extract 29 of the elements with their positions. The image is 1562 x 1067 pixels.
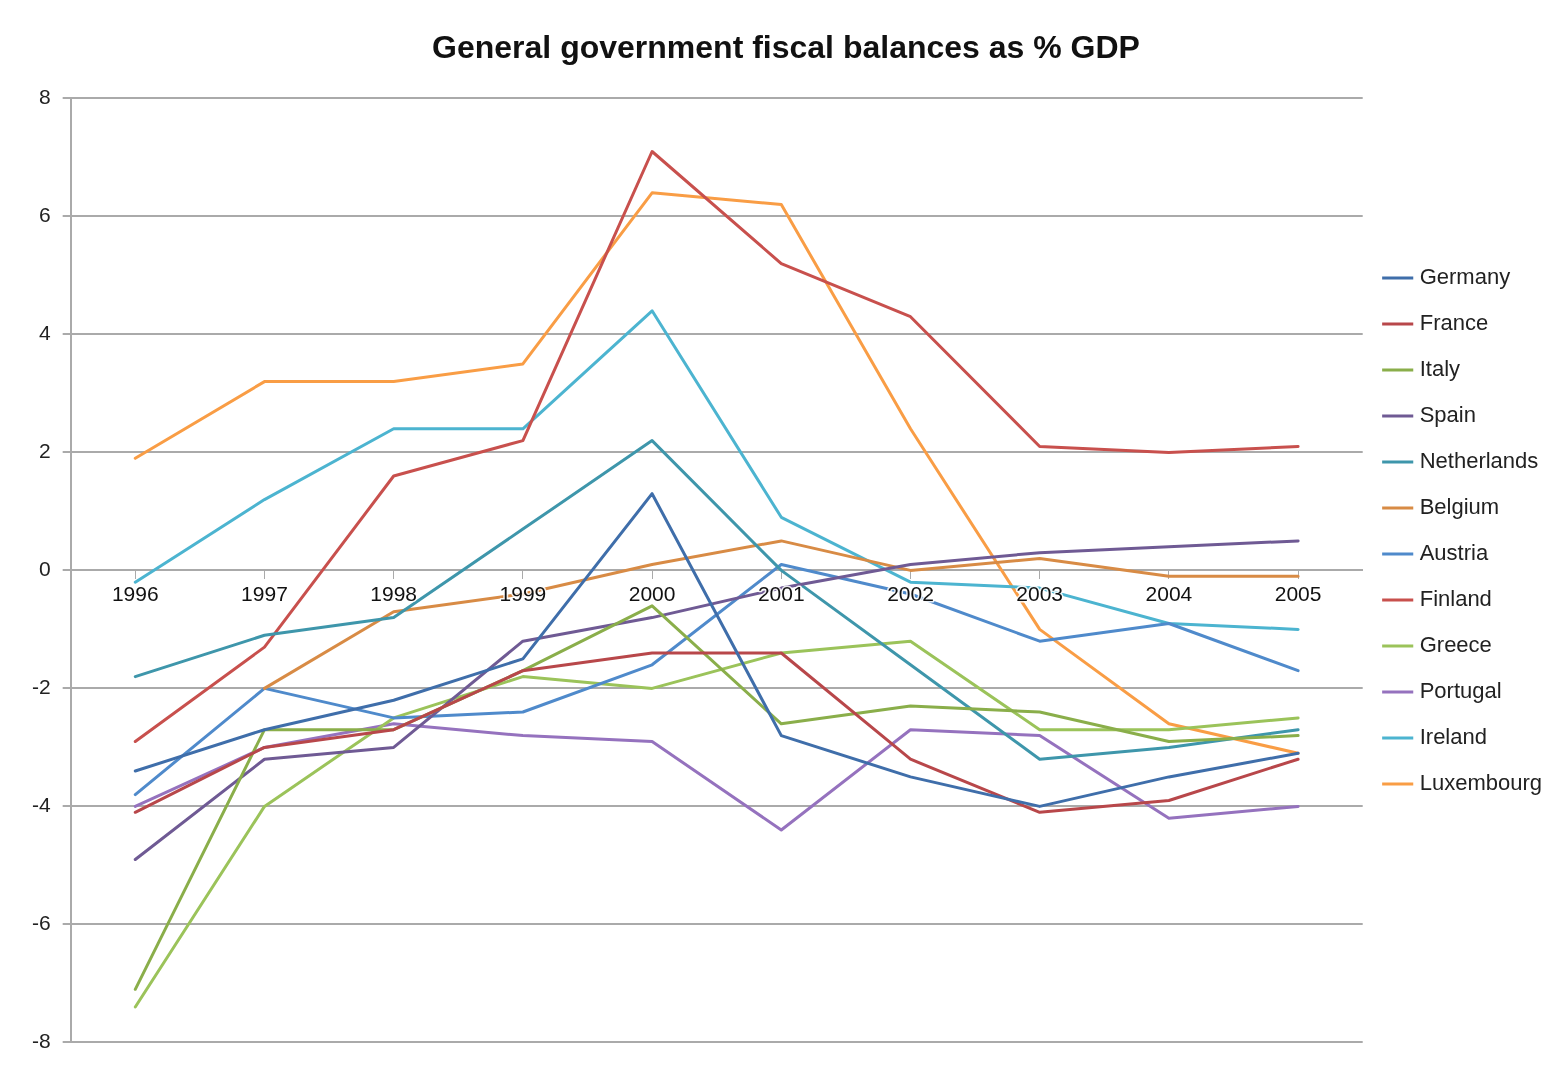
legend-label: Belgium — [1419, 494, 1500, 520]
x-tick-label: 1997 — [241, 581, 288, 605]
y-tick-label: -6 — [31, 911, 51, 935]
legend-label: Germany — [1419, 264, 1511, 290]
y-tick-label: 8 — [38, 85, 51, 109]
legend-label: Finland — [1419, 586, 1492, 612]
legend-label: Italy — [1419, 356, 1461, 382]
legend-label: Greece — [1419, 632, 1492, 658]
x-tick-label: 1998 — [370, 581, 418, 605]
y-tick-label: 4 — [38, 321, 51, 345]
chart-title: General government fiscal balances as % GDP — [432, 29, 1140, 66]
x-tick-label: 2001 — [757, 581, 805, 605]
legend-label: Spain — [1419, 402, 1476, 428]
y-tick-label: -2 — [31, 675, 51, 699]
legend-label: Portugal — [1419, 678, 1502, 704]
legend-label: Luxembourg — [1419, 770, 1543, 796]
y-tick-label: 2 — [38, 439, 51, 463]
legend-label: Netherlands — [1419, 448, 1539, 474]
x-tick-label: 2004 — [1145, 581, 1193, 605]
y-tick-label: -8 — [31, 1029, 51, 1053]
x-tick-label: 1996 — [111, 581, 159, 605]
y-tick-label: 6 — [38, 203, 51, 227]
x-tick-label: 2000 — [628, 581, 676, 605]
legend-label: Austria — [1419, 540, 1489, 566]
y-tick-label: -4 — [31, 793, 51, 817]
legend-label: Ireland — [1419, 724, 1487, 750]
y-tick-label: 0 — [38, 557, 51, 581]
x-tick-label: 2005 — [1274, 581, 1322, 605]
legend-label: France — [1419, 310, 1489, 336]
